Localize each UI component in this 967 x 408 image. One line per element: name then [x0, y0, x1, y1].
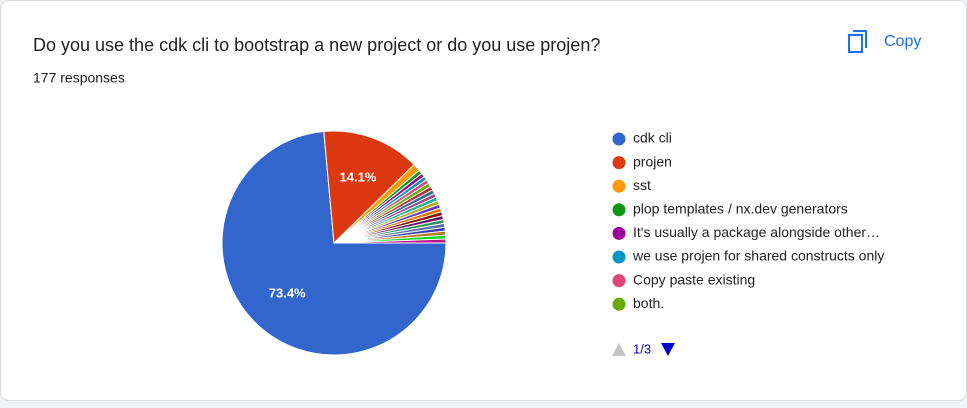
copy-icon-back — [853, 30, 867, 48]
copy-button[interactable]: Copy — [848, 30, 921, 53]
legend-swatch — [612, 274, 626, 288]
legend-label: we use projen for shared constructs only — [632, 248, 884, 264]
legend-label: cdk cli — [633, 130, 672, 146]
slice-label: 73.4% — [269, 286, 306, 301]
legend-swatch — [612, 226, 626, 240]
question-title: Do you use the cdk cli to bootstrap a ne… — [33, 35, 600, 55]
legend-label: sst — [633, 177, 651, 193]
legend-swatch — [612, 250, 626, 264]
pie-slice — [323, 130, 415, 245]
pie-slice — [333, 238, 447, 244]
copy-icon-front — [848, 34, 863, 53]
legend-swatch — [612, 203, 626, 217]
legend-label: Copy paste existing — [633, 271, 755, 287]
slice-label: 14.1% — [340, 169, 377, 184]
legend-label: plop templates / nx.dev generators — [633, 201, 848, 217]
legend-label: It's usually a package alongside other… — [633, 224, 880, 240]
legend-pager: 1/3 — [612, 341, 675, 356]
legend-label: both. — [633, 295, 664, 311]
legend-swatch — [612, 156, 626, 170]
response-count: 177 responses — [33, 70, 125, 86]
legend-swatch — [612, 179, 626, 193]
legend-label: projen — [633, 153, 672, 169]
legend-swatch — [612, 297, 626, 311]
copy-label[interactable]: Copy — [884, 33, 921, 50]
legend-swatch — [612, 132, 626, 146]
page-next[interactable] — [661, 343, 675, 356]
page-indicator: 1/3 — [633, 341, 651, 356]
page-prev[interactable] — [612, 343, 626, 356]
